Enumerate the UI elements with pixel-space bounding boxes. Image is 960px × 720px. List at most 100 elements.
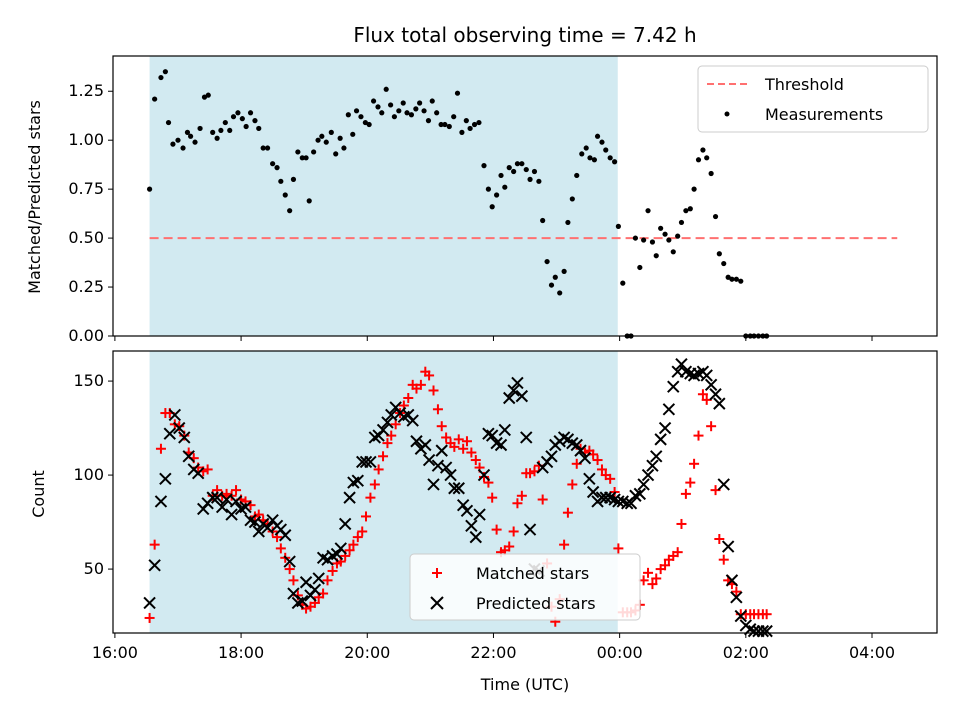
matched-stars-point — [596, 464, 607, 475]
predicted-stars-point — [574, 444, 587, 457]
matched-stars-point — [149, 539, 160, 550]
measurement-point — [270, 161, 276, 167]
x-axis-label: Time (UTC) — [480, 675, 569, 694]
measurement-point — [218, 127, 224, 134]
legend-matched-swatch — [432, 568, 442, 578]
predicted-stars-point — [713, 397, 726, 410]
predicted-stars-point — [279, 529, 292, 542]
predicted-stars-point — [704, 378, 718, 392]
measurement-point — [675, 233, 681, 239]
predicted-stars-point — [586, 485, 600, 499]
measurement-point — [738, 278, 744, 284]
predicted-stars-point — [511, 376, 524, 390]
matched-stars-point — [275, 543, 286, 554]
observing-window-shade — [149, 56, 618, 336]
matched-stars-point — [470, 455, 481, 466]
measurement-point — [531, 168, 538, 175]
predicted-stars-point — [220, 493, 233, 506]
matched-stars-point — [436, 421, 447, 432]
predicted-stars-point — [206, 491, 219, 504]
predicted-stars-point — [456, 498, 470, 512]
measurement-point — [214, 135, 220, 141]
measurement-point — [708, 170, 714, 177]
matched-stars-point — [516, 490, 527, 501]
x-tick-label: 18:00 — [218, 643, 264, 662]
legend-measurements-swatch — [724, 111, 730, 117]
measurement-point — [396, 108, 402, 114]
predicted-stars-point — [351, 474, 365, 487]
predicted-stars-point — [376, 423, 390, 437]
measurement-point — [170, 141, 176, 147]
matched-stars-point — [348, 539, 359, 550]
measurement-point — [700, 147, 706, 153]
measurement-point — [670, 249, 676, 255]
top-y-axis-label: Matched/Predicted stars — [25, 100, 44, 294]
predicted-stars-point — [261, 521, 274, 534]
measurement-point — [506, 165, 512, 171]
matched-stars-point — [487, 492, 498, 503]
predicted-stars-point — [545, 450, 558, 463]
measurement-point — [632, 235, 639, 241]
measurement-point — [235, 110, 241, 116]
measurement-point — [400, 100, 406, 106]
measurement-point — [188, 133, 194, 139]
measurement-point — [683, 208, 689, 214]
predicted-stars-point — [734, 609, 747, 623]
matched-stars-point — [680, 488, 691, 499]
predicted-stars-point — [427, 478, 440, 491]
measurement-point — [463, 118, 469, 124]
predicted-stars-point — [229, 495, 243, 508]
measurement-point — [278, 178, 284, 184]
measurement-point — [287, 208, 293, 214]
bottom-y-axis-label: Count — [29, 470, 48, 518]
predicted-stars-point — [182, 450, 195, 463]
predicted-stars-point — [662, 403, 676, 416]
matched-stars-point — [706, 421, 717, 432]
predicted-stars-point — [578, 451, 592, 465]
measurement-point — [523, 166, 529, 173]
top-legend: Threshold Measurements — [697, 65, 929, 133]
measurement-point — [337, 135, 343, 141]
predicted-stars-point — [507, 384, 520, 397]
measurement-point — [295, 149, 301, 155]
matched-stars-point — [382, 438, 393, 449]
predicted-stars-point — [520, 431, 533, 444]
measurement-point — [637, 264, 643, 271]
predicted-stars-point — [191, 466, 205, 480]
measurement-point — [239, 116, 245, 122]
matched-stars-point — [685, 477, 696, 488]
predicted-stars-point — [435, 444, 448, 457]
predicted-stars-point — [747, 624, 761, 638]
y-tick-label: 0.50 — [68, 228, 104, 247]
measurement-point — [162, 69, 168, 75]
measurement-point — [243, 123, 249, 130]
matched-stars-point — [689, 458, 700, 469]
measurement-point — [333, 151, 339, 157]
measurement-point — [467, 125, 473, 132]
measurement-point — [413, 106, 419, 112]
matched-stars-point — [512, 498, 523, 509]
predicted-stars-point — [498, 423, 512, 437]
matched-stars-point — [231, 485, 242, 496]
measurement-point — [260, 145, 266, 151]
predicted-stars-point — [641, 468, 655, 482]
matched-stars-point — [378, 451, 389, 462]
predicted-stars-point — [210, 491, 224, 504]
matched-stars-point — [369, 479, 380, 490]
matched-stars-point — [504, 541, 515, 552]
measurement-point — [733, 276, 739, 282]
legend-measurements-label: Measurements — [765, 105, 883, 124]
matched-stars-point — [647, 579, 658, 590]
measurement-point — [417, 100, 423, 106]
predicted-stars-point — [465, 519, 478, 533]
matched-stars-point — [458, 443, 469, 454]
measurement-point — [540, 217, 546, 224]
predicted-stars-point — [334, 542, 347, 555]
predicted-stars-point — [721, 540, 735, 553]
measurement-point — [544, 258, 550, 265]
measurement-point — [175, 137, 181, 143]
y-tick-label: 100 — [73, 465, 104, 484]
measurement-point — [712, 213, 719, 220]
measurement-point — [494, 192, 500, 198]
measurement-point — [459, 129, 465, 135]
